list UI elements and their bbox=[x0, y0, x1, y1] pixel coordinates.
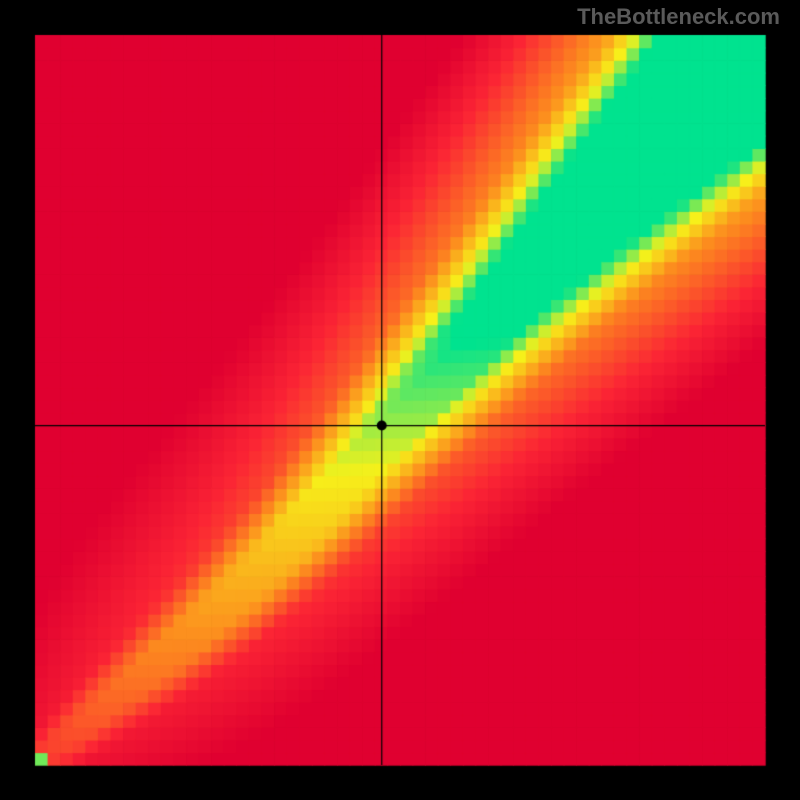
watermark-text: TheBottleneck.com bbox=[577, 4, 780, 30]
heatmap-canvas bbox=[0, 0, 800, 800]
chart-container: TheBottleneck.com bbox=[0, 0, 800, 800]
